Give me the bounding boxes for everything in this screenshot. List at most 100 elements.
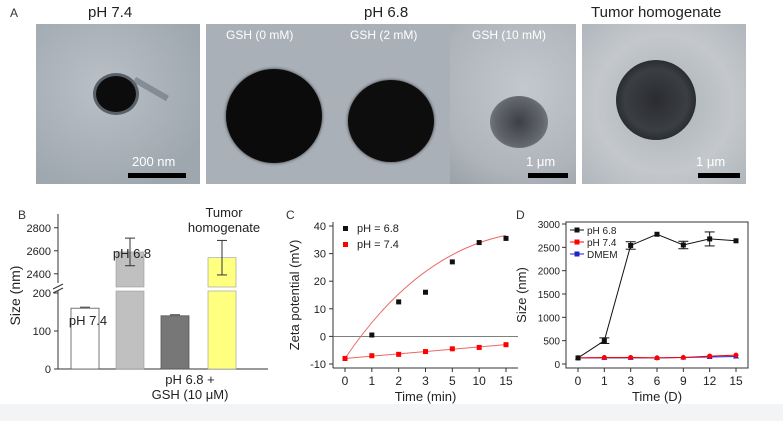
x-tick-label: 2 [395,374,402,388]
x-axis-label: Time (min) [395,389,457,404]
y-tick-label: 500 [543,337,560,348]
x-tick-label: 0 [575,374,582,388]
panel-a-letter: A [10,6,19,20]
y-tick-label: 40 [314,221,326,233]
size-time-chart: 0 500 1000 1500 2000 2500 3000 0 1 3 6 9 12 15 Time (D… [514,220,749,404]
zeta-chart: -10 0 10 20 30 40 0 1 2 3 5 10 15 Time (min) Zeta pote… [287,221,518,404]
tem-image-tumor: 1 μm [582,24,746,184]
scale-bar [128,173,186,178]
bar [70,307,100,370]
x-tick-label: 6 [654,374,661,388]
tem-image-ph74: 200 nm [36,24,200,184]
scale-label: 1 μm [696,154,726,169]
gsh-label-10: GSH (10 mM) [472,28,547,42]
y-tick-label: 10 [314,304,326,316]
data-point [476,240,482,246]
data-point [396,299,402,305]
data-point [707,353,713,359]
x-tick-label: 3 [422,374,429,388]
header-tumor: Tumor homogenate [591,4,722,21]
y-tick-label: 3000 [538,220,561,231]
y-tick-label: 2000 [538,267,561,278]
data-point [369,332,375,338]
y-tick-label: 20 [314,276,326,288]
nanoparticle [96,76,136,112]
legend-marker [574,251,580,257]
data-point [369,353,375,359]
x-tick-label: 10 [472,374,486,388]
data-point [423,349,428,355]
legend-marker [343,226,348,231]
x-axis-label: Time (D) [632,389,682,404]
scale-bar [528,173,568,178]
scale-label: 1 μm [526,154,556,169]
axis-break-mark [52,283,64,290]
bar-label: GSH (10 μM) [152,387,229,402]
nanoparticle-gsh2 [348,80,434,162]
fit-curve [344,234,507,359]
data-point [601,338,607,344]
bar-label: homogenate [188,220,260,235]
data-point [449,346,455,352]
y-tick-label: 2500 [538,243,561,254]
legend-label: pH 6.8 [587,226,617,237]
axis-break-mark [52,287,64,294]
y-axis-label: Size (nm) [514,267,529,323]
data-point [601,354,607,360]
bar [115,290,145,370]
scale-label: 200 nm [132,154,176,169]
data-point [680,242,686,248]
data-point [396,351,402,357]
data-point [628,242,634,248]
bar [207,290,237,370]
y-axis-label: Size (nm) [7,266,23,326]
gsh-label-0: GSH (0 mM) [226,28,294,42]
scale-bar [698,173,740,178]
nanoparticle-tumor [616,60,696,140]
legend-label: pH = 6.8 [357,223,399,235]
data-point [733,352,739,358]
data-point [680,354,686,360]
y-tick-label: 1500 [538,290,561,301]
y-tick-label: 0 [320,331,326,343]
particle-debris [133,76,169,102]
bar-label: Tumor [205,205,243,220]
x-tick-label: 15 [499,374,513,388]
bar-label: pH 6.8 [113,246,151,261]
data-point [733,238,739,244]
y-tick-label: 30 [314,249,326,261]
header-ph74: pH 7.4 [88,4,133,21]
x-tick-label: 9 [680,374,687,388]
page-footer-bar [0,404,783,421]
header-ph68: pH 6.8 [364,4,409,21]
legend-marker [343,242,348,247]
y-tick-label: 2800 [27,223,51,235]
y-tick-label: 200 [33,288,51,300]
panel-c-letter: C [286,208,295,222]
y-tick-label: -10 [310,359,326,371]
y-tick-label: 0 [45,364,51,376]
bar-chart: 0 100 200 2400 2600 2800 Size (nm) pH 7.4 pH 6.8… [7,205,268,402]
bar [160,315,190,370]
legend-marker [574,239,580,245]
y-tick-label: 2400 [27,269,51,281]
x-tick-label: 1 [368,374,375,388]
x-tick-label: 5 [449,374,456,388]
legend-label: pH 7.4 [587,238,617,249]
tem-image-ph68-group: GSH (0 mM) GSH (2 mM) GSH (10 mM) 1 μm [206,24,576,184]
y-tick-label: 1000 [538,313,561,324]
panel-d-letter: D [516,208,525,222]
x-tick-label: 3 [627,374,634,388]
data-point [449,259,455,265]
data-point [476,344,482,350]
y-tick-label: 100 [33,326,51,338]
panel-b-letter: B [18,208,27,222]
data-point [503,342,509,348]
x-tick-label: 0 [342,374,349,388]
data-point [342,355,348,361]
data-point [423,289,428,295]
legend-label: pH = 7.4 [357,239,399,251]
bar-label: pH 7.4 [69,313,107,328]
legend-label: DMEM [587,250,618,261]
data-point [628,354,634,360]
